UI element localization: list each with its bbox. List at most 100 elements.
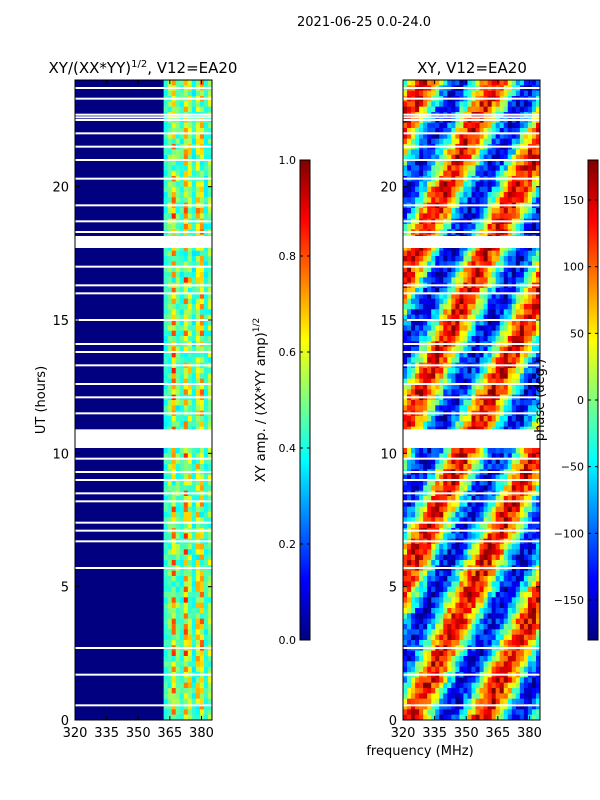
heatmap-cell <box>491 133 497 140</box>
heatmap-cell <box>491 138 497 145</box>
heatmap-cell <box>199 213 205 220</box>
heatmap-cell <box>471 298 476 305</box>
heatmap-cell <box>207 421 213 428</box>
heatmap-cell <box>171 661 177 668</box>
heatmap-cell <box>499 245 505 252</box>
heatmap-cell <box>471 592 476 598</box>
heatmap-cell <box>187 613 193 620</box>
heatmap-cell <box>419 138 424 145</box>
heatmap-cell <box>187 272 193 278</box>
heatmap-cell <box>491 272 497 278</box>
heatmap-cell <box>487 314 493 321</box>
heatmap-cell <box>439 480 444 486</box>
heatmap-cell <box>475 560 480 566</box>
heatmap-cell <box>491 160 497 166</box>
heatmap-cell <box>479 213 484 220</box>
heatmap-cell <box>431 581 436 588</box>
heatmap-cell <box>183 693 189 700</box>
heatmap-cell <box>191 320 197 326</box>
heatmap-cell <box>175 288 181 294</box>
heatmap-cell <box>519 346 525 353</box>
heatmap-cell <box>503 501 509 508</box>
heatmap-cell <box>451 421 456 428</box>
heatmap-cell <box>407 613 412 620</box>
heatmap-cell <box>403 368 408 374</box>
heatmap-cell <box>171 384 177 390</box>
heatmap-cell <box>459 288 464 294</box>
heatmap-cell <box>527 416 533 422</box>
heatmap-cell <box>443 90 448 97</box>
data-gap <box>75 284 212 287</box>
heatmap-cell <box>483 405 489 412</box>
heatmap-cell <box>455 544 460 550</box>
heatmap-cell <box>419 416 424 422</box>
heatmap-cell <box>171 693 177 700</box>
heatmap-cell <box>479 405 484 412</box>
heatmap-cell <box>163 138 169 145</box>
heatmap-cell <box>503 378 509 385</box>
heatmap-cell <box>479 170 484 177</box>
heatmap-cell <box>195 464 201 470</box>
heatmap-cell <box>515 336 521 342</box>
heatmap-cell <box>179 656 185 662</box>
heatmap-cell <box>407 373 412 380</box>
heatmap-cell <box>499 453 505 460</box>
heatmap-cell <box>531 474 537 481</box>
heatmap-cell <box>511 357 517 364</box>
heatmap-cell <box>171 357 177 364</box>
heatmap-cell <box>447 357 452 364</box>
heatmap-cell <box>491 474 497 481</box>
heatmap-cell <box>191 293 197 300</box>
heatmap-cell <box>199 309 205 316</box>
heatmap-cell <box>439 122 444 129</box>
heatmap-cell <box>203 592 209 598</box>
heatmap-cell <box>195 266 201 273</box>
heatmap-cell <box>531 181 537 188</box>
heatmap-cell <box>415 346 420 353</box>
heatmap-cell <box>487 533 493 540</box>
heatmap-cell <box>515 288 521 294</box>
heatmap-cell <box>195 624 201 630</box>
heatmap-cell <box>479 613 484 620</box>
heatmap-cell <box>459 170 464 177</box>
heatmap-cell <box>167 640 173 646</box>
heatmap-cell <box>463 581 468 588</box>
heatmap-cell <box>443 416 448 422</box>
heatmap-cell <box>163 378 169 385</box>
heatmap-cell <box>411 576 416 582</box>
heatmap-cell <box>519 592 525 598</box>
heatmap-cell <box>527 512 533 518</box>
heatmap-cell <box>495 501 501 508</box>
heatmap-cell <box>427 448 432 454</box>
heatmap-cell <box>507 602 513 609</box>
heatmap-cell <box>411 293 416 300</box>
heatmap-cell <box>471 170 476 177</box>
heatmap-cell <box>475 453 480 460</box>
heatmap-cell <box>491 186 497 193</box>
heatmap-cell <box>531 293 537 300</box>
heatmap-cell <box>515 458 521 465</box>
heatmap-cell <box>207 506 213 513</box>
heatmap-cell <box>487 581 493 588</box>
heatmap-cell <box>495 309 501 316</box>
heatmap-cell <box>191 698 197 705</box>
heatmap-cell <box>455 597 460 604</box>
amplitude-colorbar-ticks: 0.00.20.40.60.81.0 <box>279 154 310 647</box>
heatmap-cell <box>459 80 464 86</box>
heatmap-cell <box>423 357 428 364</box>
heatmap-cell <box>459 320 464 326</box>
heatmap-cell <box>183 682 189 689</box>
heatmap-cell <box>467 378 472 385</box>
heatmap-cell <box>199 597 205 604</box>
heatmap-cell <box>175 170 181 177</box>
heatmap-cell <box>499 448 505 454</box>
heatmap-cell <box>511 309 517 316</box>
heatmap-cell <box>199 261 205 268</box>
heatmap-cell <box>171 458 177 465</box>
heatmap-cell <box>179 389 185 396</box>
heatmap-cell <box>175 304 181 310</box>
heatmap-cell <box>419 256 424 262</box>
heatmap-cell <box>511 192 517 198</box>
heatmap-cell <box>471 533 476 540</box>
heatmap-cell <box>407 618 412 625</box>
